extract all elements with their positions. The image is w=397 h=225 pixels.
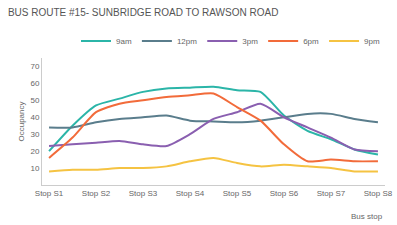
svg-text:Occupancy: Occupancy bbox=[17, 101, 26, 141]
svg-text:Stop S5: Stop S5 bbox=[223, 189, 252, 198]
svg-text:6pm: 6pm bbox=[303, 37, 319, 46]
svg-text:Stop S6: Stop S6 bbox=[270, 189, 299, 198]
svg-text:9am: 9am bbox=[116, 37, 132, 46]
svg-text:70: 70 bbox=[30, 62, 39, 71]
svg-text:3pm: 3pm bbox=[242, 37, 258, 46]
svg-text:Bus stop: Bus stop bbox=[351, 212, 383, 221]
svg-text:60: 60 bbox=[30, 79, 39, 88]
svg-text:Stop S4: Stop S4 bbox=[176, 189, 205, 198]
svg-text:BUS ROUTE #15- SUNBRIDGE ROAD: BUS ROUTE #15- SUNBRIDGE ROAD TO RAWSON … bbox=[8, 7, 278, 18]
svg-text:30: 30 bbox=[30, 130, 39, 139]
svg-text:10: 10 bbox=[30, 164, 39, 173]
svg-text:20: 20 bbox=[30, 147, 39, 156]
svg-text:9pm: 9pm bbox=[364, 37, 380, 46]
svg-text:12pm: 12pm bbox=[177, 37, 197, 46]
svg-text:Stop S8: Stop S8 bbox=[364, 189, 393, 198]
svg-text:Stop S3: Stop S3 bbox=[129, 189, 158, 198]
svg-text:50: 50 bbox=[30, 96, 39, 105]
svg-text:40: 40 bbox=[30, 113, 39, 122]
svg-text:Stop S2: Stop S2 bbox=[82, 189, 111, 198]
svg-text:Stop S1: Stop S1 bbox=[35, 189, 64, 198]
svg-text:Stop S7: Stop S7 bbox=[317, 189, 346, 198]
